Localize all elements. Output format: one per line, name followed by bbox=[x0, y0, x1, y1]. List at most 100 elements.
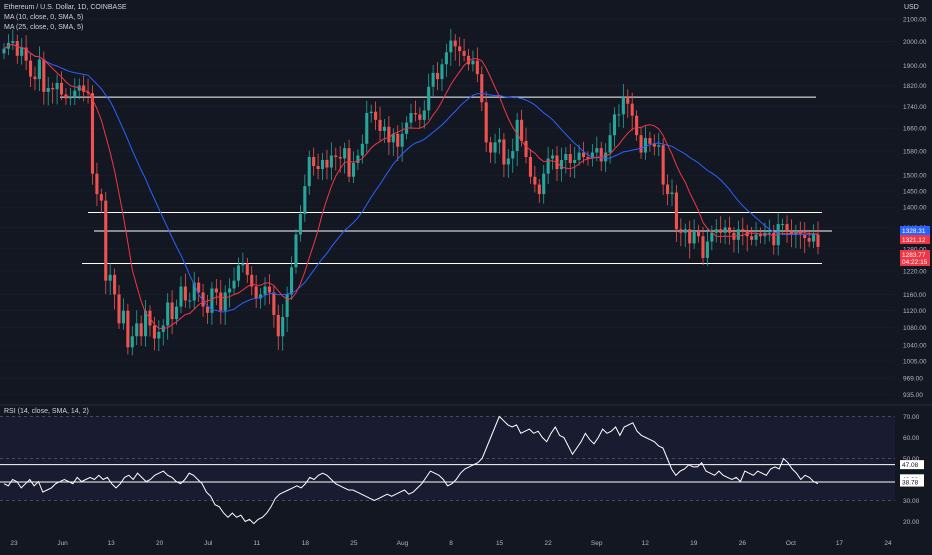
candle-body bbox=[197, 282, 201, 293]
candle-body bbox=[409, 113, 413, 123]
candle-body bbox=[581, 152, 586, 157]
candle-body bbox=[573, 159, 577, 163]
candle-body bbox=[533, 176, 537, 185]
candle-body bbox=[719, 229, 723, 233]
rsi-tick-label: 70.00 bbox=[903, 414, 920, 421]
ma25-line bbox=[3, 43, 819, 313]
candle-body bbox=[307, 156, 311, 187]
candle-body bbox=[489, 142, 493, 153]
candle-body bbox=[378, 119, 382, 131]
candle-body bbox=[174, 306, 179, 320]
price-tick-label: 1120.00 bbox=[903, 308, 926, 315]
candle-body bbox=[471, 60, 475, 65]
time-tick-label: 17 bbox=[836, 540, 844, 547]
time-tick-label: 24 bbox=[884, 540, 892, 547]
price-tick-label: 1280.00 bbox=[903, 246, 927, 253]
candle-body bbox=[64, 94, 68, 99]
candle-body bbox=[444, 52, 448, 65]
time-tick-label: 15 bbox=[496, 540, 504, 547]
candle-body bbox=[157, 331, 161, 339]
price-badge-label: 1328.31 bbox=[902, 228, 926, 235]
candle-body bbox=[46, 88, 50, 92]
price-tick-label: 1160.00 bbox=[903, 292, 926, 299]
candle-body bbox=[214, 288, 218, 293]
symbol-legend[interactable]: Ethereum / U.S. Dollar, 1D, COINBASE bbox=[4, 4, 127, 11]
candle-body bbox=[347, 148, 351, 177]
candle-body bbox=[648, 138, 652, 144]
price-badge-label: 1321.12 bbox=[902, 237, 926, 244]
candle-body bbox=[205, 306, 210, 313]
candle-body bbox=[108, 274, 112, 281]
price-tick-label: 1820.00 bbox=[903, 83, 927, 90]
candle-body bbox=[201, 292, 205, 307]
price-tick-label: 1900.00 bbox=[903, 63, 927, 70]
candle-body bbox=[435, 72, 440, 80]
candle-body bbox=[524, 140, 528, 157]
price-tick-label: 1080.00 bbox=[903, 325, 927, 332]
candle-body bbox=[374, 111, 378, 120]
candle-body bbox=[86, 91, 90, 94]
candle-body bbox=[250, 274, 254, 287]
candle-body bbox=[316, 165, 320, 170]
candle-body bbox=[325, 159, 329, 168]
time-tick-label: 22 bbox=[544, 540, 552, 547]
candle-body bbox=[343, 148, 347, 159]
candle-body bbox=[113, 274, 117, 295]
candle-body bbox=[117, 294, 121, 324]
candle-body bbox=[281, 316, 285, 337]
price-tick-label: 1005.00 bbox=[903, 358, 927, 365]
candle-body bbox=[188, 300, 192, 302]
candle-body bbox=[577, 152, 581, 160]
time-axis: 23 Jun 13 20 Jul 11 18 25 Aug 8 15 22 Sep 12 19 26 Oct 17… bbox=[10, 540, 892, 547]
candle-body bbox=[453, 40, 457, 47]
time-tick-label: Jul bbox=[204, 540, 213, 547]
price-axis: 2100.00 2000.00 1900.00 1820.00 1740.00 1660.… bbox=[903, 17, 927, 399]
candle-body bbox=[564, 154, 568, 160]
time-tick-label: 13 bbox=[107, 540, 115, 547]
currency-label: USD bbox=[904, 4, 919, 11]
candle-body bbox=[559, 159, 563, 170]
candle-body bbox=[42, 59, 46, 92]
candle-body bbox=[369, 111, 373, 114]
candle-body bbox=[391, 133, 395, 143]
candle-body bbox=[259, 294, 263, 299]
candle-body bbox=[121, 310, 125, 324]
candle-body bbox=[254, 286, 258, 299]
candle-body bbox=[365, 113, 369, 144]
candle-body bbox=[449, 40, 453, 53]
candle-body bbox=[475, 60, 479, 75]
candle-body bbox=[139, 323, 143, 337]
candle-body bbox=[705, 241, 709, 258]
rsi-badge-label: 47.08 bbox=[902, 462, 919, 469]
ma25-legend[interactable]: MA (25, close, 0, SMA, 5) bbox=[4, 24, 84, 31]
time-tick-label: Oct bbox=[786, 540, 796, 547]
ma10-legend[interactable]: MA (10, close, 0, SMA, 5) bbox=[4, 14, 84, 21]
candle-body bbox=[51, 88, 55, 90]
candle-body bbox=[303, 186, 307, 214]
candle-body bbox=[511, 151, 515, 159]
candle-body bbox=[750, 236, 754, 240]
candle-body bbox=[95, 173, 99, 195]
rsi-grid bbox=[0, 416, 895, 501]
candle-body bbox=[130, 336, 134, 348]
candle-body bbox=[679, 229, 683, 233]
candle-body bbox=[692, 230, 696, 244]
candle-body bbox=[440, 64, 444, 80]
price-tick-label: 935.00 bbox=[903, 392, 923, 399]
candle-body bbox=[15, 41, 19, 56]
rsi-line bbox=[3, 415, 819, 525]
candle-body bbox=[537, 184, 541, 195]
candle-body bbox=[73, 90, 77, 98]
candle-body bbox=[466, 55, 471, 65]
time-tick-label: 20 bbox=[156, 540, 164, 547]
candle-body bbox=[803, 234, 807, 239]
rsi-legend[interactable]: RSI (14, close, SMA, 14, 2) bbox=[4, 408, 89, 415]
candle-body bbox=[506, 158, 510, 165]
candle-body bbox=[493, 142, 497, 153]
candle-body bbox=[612, 114, 617, 136]
candle-body bbox=[754, 234, 758, 240]
candle-body bbox=[126, 310, 130, 348]
candle-body bbox=[192, 282, 196, 301]
